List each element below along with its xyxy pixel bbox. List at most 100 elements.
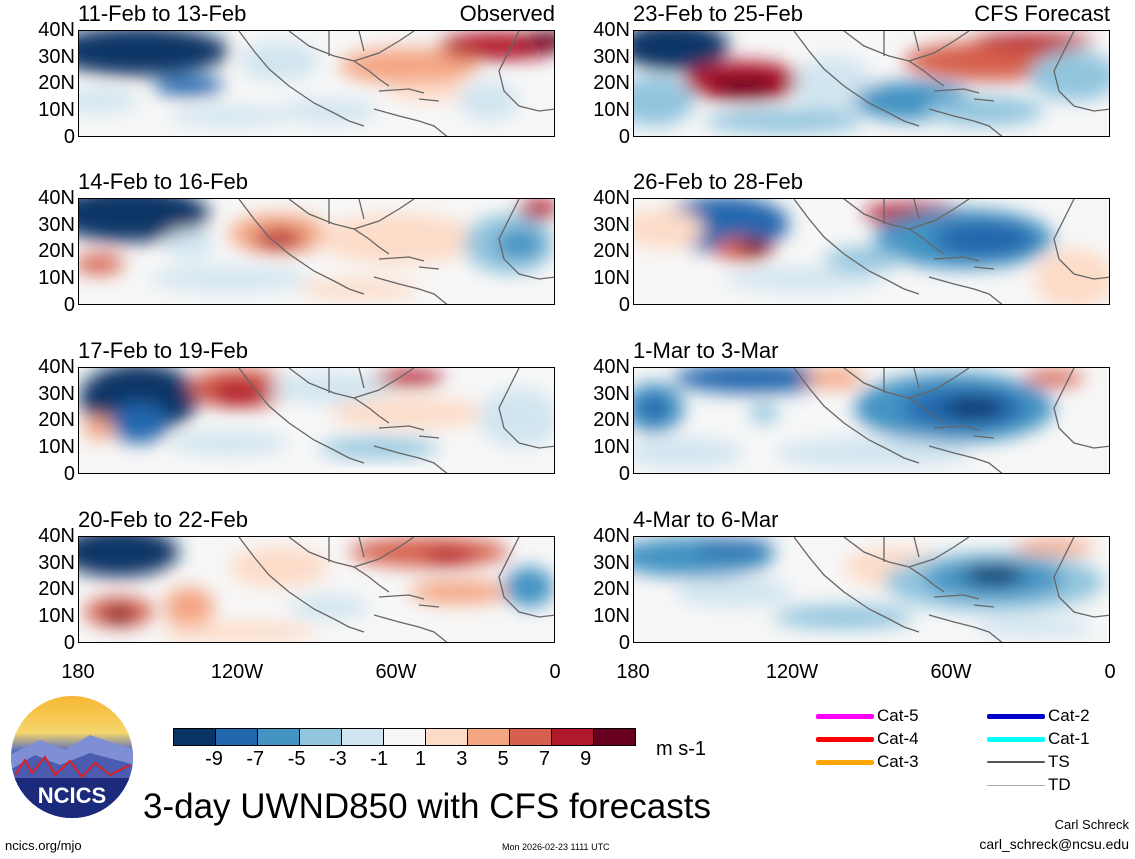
anomaly-region xyxy=(299,279,419,299)
anomaly-region xyxy=(739,239,769,255)
colorbar-swatch xyxy=(174,729,216,745)
legend-label: Cat-3 xyxy=(877,752,919,771)
colorbar-label: 3 xyxy=(456,748,468,770)
colorbar-swatch xyxy=(258,729,300,745)
colorbar-swatch xyxy=(552,729,594,745)
y-tick-label: 0 xyxy=(63,293,75,316)
map-panel-p4 xyxy=(78,536,555,643)
colorbar-label: -1 xyxy=(370,748,389,770)
y-tick-label: 30N xyxy=(38,213,75,236)
y-tick-label: 40N xyxy=(593,525,630,547)
colorbar-label: -3 xyxy=(328,748,347,770)
panel-date: 14-Feb to 16-Feb xyxy=(78,169,248,194)
y-tick-label: 30N xyxy=(593,382,630,405)
y-tick-label: 0 xyxy=(618,631,630,654)
anomaly-region xyxy=(319,214,479,264)
legend-line-cat-5 xyxy=(816,713,874,719)
colorbar-swatch xyxy=(216,729,258,745)
colorbar-label: -7 xyxy=(246,748,265,770)
colorbar-label: 1 xyxy=(414,748,427,770)
coastline xyxy=(238,31,554,136)
colorbar xyxy=(173,728,636,746)
legend-label: Cat-1 xyxy=(1048,729,1090,748)
y-tick-label: 10N xyxy=(38,99,75,122)
anomaly-region xyxy=(289,595,369,619)
anomaly-region xyxy=(504,567,554,607)
colorbar-swatch xyxy=(384,729,426,745)
y-tick-label: 0 xyxy=(63,462,75,485)
anomaly-region xyxy=(149,267,309,291)
y-tick-label: 0 xyxy=(618,293,630,316)
x-tick-label: 60W xyxy=(375,661,417,683)
y-tick-label: 20N xyxy=(593,578,630,601)
y-tick-label: 40N xyxy=(38,19,75,41)
x-tick-label: 180 xyxy=(616,661,650,683)
anomaly-region xyxy=(964,565,1024,585)
legend-line-cat-4 xyxy=(816,736,874,742)
anomaly-region xyxy=(774,605,914,629)
y-tick-label: 10N xyxy=(38,267,75,290)
footer-timestamp: Mon 2026-02-23 1111 UTC xyxy=(502,842,610,852)
y-tick-label: 30N xyxy=(593,213,630,236)
anomaly-region xyxy=(974,33,1094,49)
y-tick-label: 40N xyxy=(38,525,75,547)
y-tick-label: 10N xyxy=(38,436,75,459)
anomaly-region xyxy=(694,539,774,555)
colorbar-swatch xyxy=(468,729,510,745)
legend-line-td xyxy=(987,784,1045,786)
panel-date: 4-Mar to 6-Mar xyxy=(633,507,779,532)
anomaly-region xyxy=(639,396,669,420)
panel-date: 17-Feb to 19-Feb xyxy=(78,338,248,363)
anomaly-region xyxy=(1034,249,1109,304)
legend-label: Cat-2 xyxy=(1048,706,1090,725)
anomaly-region xyxy=(724,267,884,291)
map-panel-p1 xyxy=(78,30,555,137)
y-tick-label: 20N xyxy=(38,240,75,263)
y-tick-label: 10N xyxy=(593,605,630,628)
anomaly-region xyxy=(824,247,904,271)
coastline xyxy=(238,368,554,473)
footer-author: Carl Schreck xyxy=(1054,817,1129,832)
anomaly-region xyxy=(164,587,214,627)
colorbar-label: 9 xyxy=(580,748,592,770)
anomaly-region xyxy=(674,577,794,607)
anomaly-region xyxy=(459,81,519,121)
anomaly-region xyxy=(704,109,864,133)
anomaly-region xyxy=(349,537,509,567)
panel-type-label: CFS Forecast xyxy=(974,1,1110,26)
panel-date: 23-Feb to 25-Feb xyxy=(633,1,803,26)
anomaly-region xyxy=(79,537,179,577)
anomaly-region xyxy=(1024,370,1084,386)
panel-date: 1-Mar to 3-Mar xyxy=(633,338,779,363)
anomaly-region xyxy=(749,403,779,423)
y-tick-label: 10N xyxy=(593,267,630,290)
x-tick-label: 0 xyxy=(1104,661,1116,683)
anomaly-region xyxy=(974,617,1094,637)
y-tick-label: 40N xyxy=(593,356,630,378)
x-tick-label: 120W xyxy=(765,661,819,683)
anomaly-region xyxy=(934,221,1034,257)
anomaly-region xyxy=(164,229,214,259)
footer-url[interactable]: ncics.org/mjo xyxy=(5,838,82,853)
anomaly-region xyxy=(104,607,134,623)
x-tick-label: 120W xyxy=(210,661,264,683)
y-tick-label: 0 xyxy=(63,631,75,654)
anomaly-region xyxy=(424,549,474,565)
legend-line-cat-3 xyxy=(816,759,874,765)
panel-date: 26-Feb to 28-Feb xyxy=(633,169,803,194)
anomaly-region xyxy=(169,106,289,126)
anomaly-region xyxy=(1014,539,1094,555)
footer-email[interactable]: carl_schreck@ncsu.edu xyxy=(979,836,1129,852)
anomaly-region xyxy=(409,580,509,604)
panel-date: 11-Feb to 13-Feb xyxy=(78,1,247,26)
panel-date: 20-Feb to 22-Feb xyxy=(78,507,248,532)
anomaly-region xyxy=(239,41,319,81)
anomaly-region xyxy=(479,388,554,448)
colorbar-swatch xyxy=(510,729,552,745)
y-tick-label: 30N xyxy=(38,551,75,574)
y-tick-label: 40N xyxy=(38,356,75,378)
anomaly-region xyxy=(709,76,779,96)
anomaly-region xyxy=(209,381,269,405)
map-panel-p5 xyxy=(633,30,1110,137)
